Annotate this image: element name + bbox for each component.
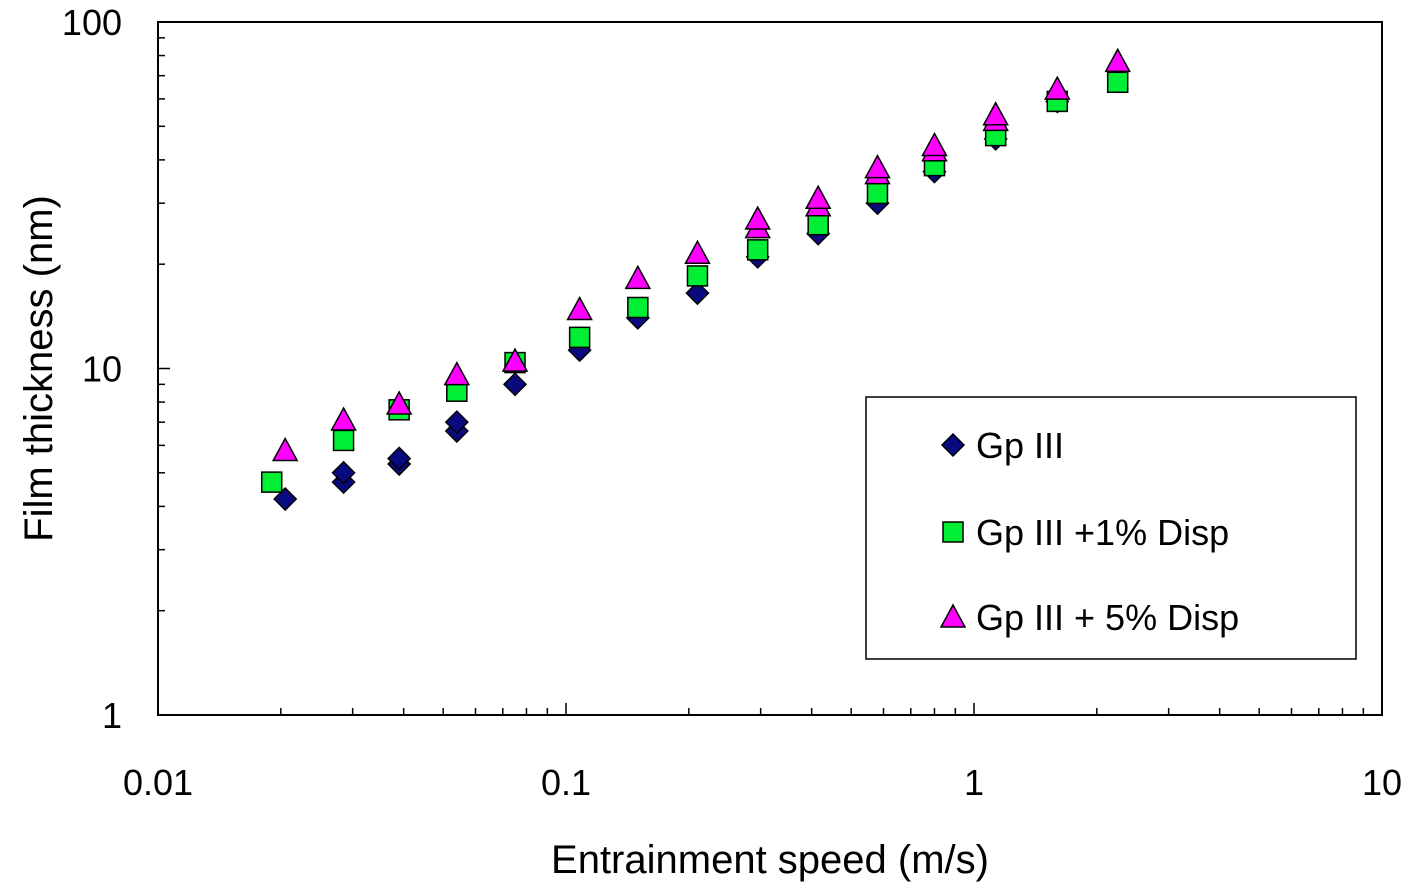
triangle-data-point [921,131,948,157]
square-data-point [260,471,283,493]
x-axis-ticks: 0.01 0.1 1 10 [123,703,1402,803]
x-tick-label: 10 [1362,762,1402,803]
triangle-data-point [385,390,413,415]
diamond-data-point [685,281,710,306]
series-triangle [271,47,1131,462]
legend-triangle-marker [939,603,967,628]
x-tick-label: 0.01 [123,762,193,803]
triangle-data-point [744,205,771,230]
legend: Gp III Gp III +1% Disp Gp III + 5% Disp [865,396,1357,660]
square-data-point [807,213,829,236]
triangle-data-point [982,101,1009,126]
triangle-data-point [864,154,891,179]
triangle-data-point [1104,47,1131,73]
triangle-data-point [330,406,357,431]
triangle-data-point [566,295,593,321]
triangle-data-point [1044,75,1071,100]
square-data-point [568,326,591,349]
x-tick-label: 1 [964,762,984,803]
x-axis-label: Entrainment speed (m/s) [551,838,989,882]
legend-label: Gp III [976,425,1064,466]
square-data-point [686,265,709,287]
y-axis-label: Film thickness (nm) [17,195,61,542]
square-data-point [332,429,355,452]
triangle-data-point [501,347,529,372]
triangle-data-point [804,184,832,209]
y-tick-label: 10 [82,349,122,390]
data-markers [260,47,1131,512]
x-tick-label: 0.1 [541,762,591,803]
diamond-data-point [387,446,412,471]
y-axis-ticks: 1 10 100 [62,2,170,736]
triangle-data-point [684,239,711,265]
square-data-point [627,296,649,319]
legend-diamond-marker [940,432,966,458]
triangle-data-point [624,264,652,290]
diamond-data-point [444,410,469,435]
legend-label: Gp III + 5% Disp [976,597,1239,638]
triangle-data-point [443,361,471,386]
legend-label: Gp III +1% Disp [976,512,1229,553]
square-data-point [1106,71,1129,94]
square-data-point [866,182,889,205]
diamond-data-point [273,486,298,512]
square-data-point [746,239,769,261]
triangle-data-point [271,436,299,462]
diamond-data-point [331,460,356,485]
y-tick-label: 100 [62,2,122,43]
y-tick-label: 1 [102,695,122,736]
legend-square-marker [942,521,964,543]
diamond-data-point [502,372,528,397]
